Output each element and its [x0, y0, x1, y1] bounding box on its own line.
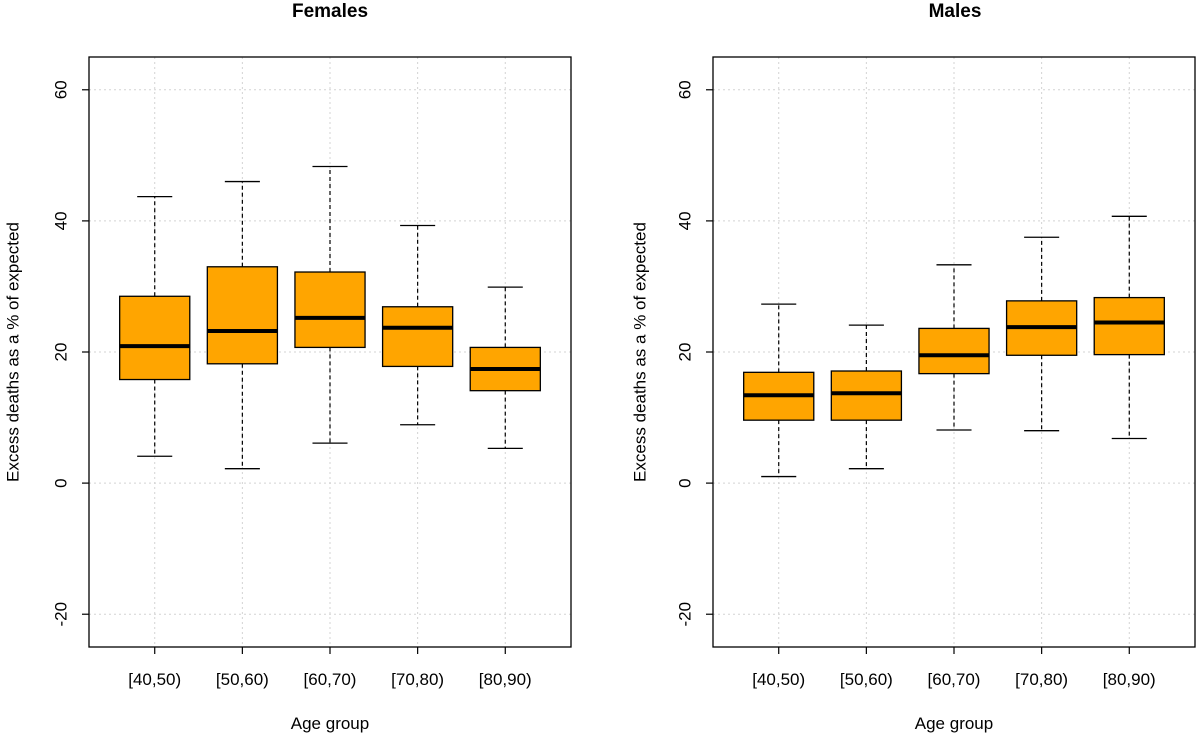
y-tick-label: 60: [51, 80, 70, 99]
x-tick-label: [70,80): [391, 670, 444, 689]
box-1: [119, 195, 191, 457]
box-3: [294, 165, 366, 444]
iqr-box: [830, 370, 903, 421]
y-tick-label: 20: [675, 343, 694, 362]
x-tick-label: [80,90): [1103, 670, 1156, 689]
x-tick-label: [70,80): [1015, 670, 1068, 689]
panel-males: -20 0 20 40 60 [40,50) [50,60) [60,70) [70,80) [8…: [630, 1, 1196, 733]
box-4: [381, 224, 454, 426]
x-tick-label: [50,60): [840, 670, 893, 689]
panel-title: Females: [292, 1, 368, 22]
box-4: [1005, 236, 1078, 432]
box-2: [206, 180, 279, 470]
panel-females: -20 0 20 40 60 [40,50) [50,60) [60,70) [70,80) [8…: [3, 1, 572, 733]
y-tick-label: -20: [675, 602, 694, 627]
box-1: [743, 303, 815, 478]
iqr-box: [1093, 296, 1165, 356]
y-axis-title: Excess deaths as a % of expected: [630, 222, 649, 482]
iqr-box: [381, 306, 454, 368]
y-tick-label: 0: [51, 478, 70, 487]
y-tick-label: 60: [675, 80, 694, 99]
x-tick-label: [50,60): [216, 670, 269, 689]
x-tick-label: [40,50): [128, 670, 181, 689]
panel-title: Males: [929, 1, 982, 22]
x-tick-label: [80,90): [479, 670, 532, 689]
y-tick-label: 40: [675, 211, 694, 230]
box-5: [469, 286, 541, 450]
y-tick-label: -20: [51, 602, 70, 627]
x-tick-label: [60,70): [304, 670, 357, 689]
iqr-box: [206, 266, 279, 365]
y-tick-label: 0: [675, 478, 694, 487]
box-3: [918, 264, 990, 431]
y-axis-title: Excess deaths as a % of expected: [3, 222, 22, 482]
iqr-box: [918, 327, 990, 375]
x-axis-title: Age group: [291, 714, 369, 733]
x-tick-label: [40,50): [752, 670, 805, 689]
iqr-box: [119, 295, 191, 381]
y-tick-label: 40: [51, 211, 70, 230]
box-5: [1093, 215, 1165, 440]
y-tick-label: 20: [51, 343, 70, 362]
x-axis-title: Age group: [915, 714, 993, 733]
x-tick-label: [60,70): [928, 670, 981, 689]
iqr-box: [294, 271, 366, 349]
box-2: [830, 324, 903, 470]
